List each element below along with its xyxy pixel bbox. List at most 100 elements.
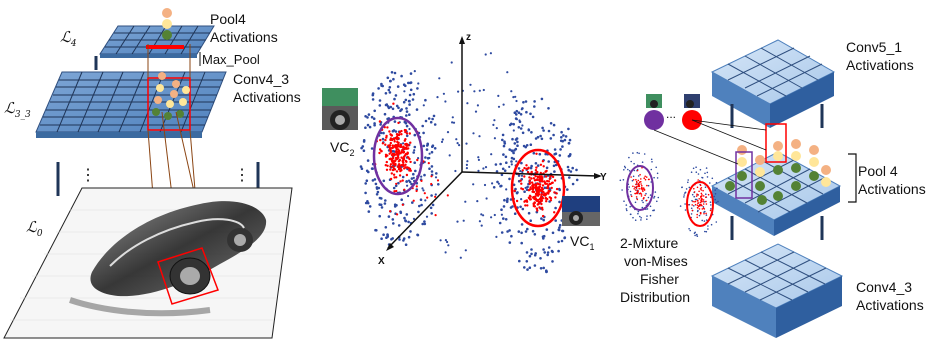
scatter-point [531, 229, 535, 233]
scatter-point [533, 100, 536, 103]
scatter-point [643, 196, 645, 199]
scatter-point [646, 218, 648, 220]
scatter-point [454, 169, 457, 173]
scatter-point [653, 209, 655, 211]
scatter-point [527, 196, 531, 199]
scatter-point [495, 235, 498, 238]
scatter-point [385, 134, 388, 138]
scatter-point [705, 200, 707, 203]
scatter-point [561, 145, 564, 148]
scatter-point [541, 184, 545, 187]
scatter-point [480, 224, 483, 227]
scatter-point [388, 145, 391, 149]
scatter-point [428, 156, 431, 160]
scatter-point [404, 163, 407, 166]
scatter-point [464, 249, 467, 252]
scatter-point [428, 167, 431, 170]
scatter-point [693, 195, 695, 198]
scatter-point [518, 259, 521, 263]
scatter-point [423, 220, 426, 223]
scatter-point [517, 230, 521, 233]
scatter-point [477, 169, 480, 172]
conv4-3-label-1: Conv4_3 [233, 71, 289, 87]
scatter-point [508, 229, 511, 232]
scatter-point [492, 123, 495, 126]
scatter-point [384, 103, 388, 107]
scatter-point [696, 233, 698, 236]
scatter-point [375, 229, 378, 232]
scatter-point [631, 179, 634, 182]
scatter-point [529, 166, 533, 170]
scatter-point [450, 61, 453, 64]
scatter-point [533, 105, 536, 108]
scatter-point [545, 175, 548, 178]
scatter-point [404, 84, 407, 88]
scatter-point [426, 196, 429, 199]
scatter-point [529, 186, 532, 189]
scatter-point [383, 112, 387, 116]
left-panel: ℒ4 Pool4 Activations Max_Pool [3, 8, 301, 339]
scatter-point [503, 198, 506, 202]
scatter-point [392, 102, 395, 105]
scatter-point [532, 202, 535, 205]
scatter-point [707, 228, 709, 230]
scatter-point [420, 203, 423, 207]
scatter-point [396, 156, 400, 159]
scatter-point [422, 104, 425, 107]
scatter-point [360, 167, 364, 170]
scatter-point [372, 117, 376, 120]
scatter-point [384, 199, 387, 202]
scatter-point [405, 110, 409, 113]
mixture-label-4: Distribution [620, 289, 690, 305]
scatter-point [444, 239, 447, 242]
scatter-point [364, 191, 367, 195]
scatter-point [401, 159, 404, 162]
scatter-point [538, 175, 541, 178]
scatter-point [684, 192, 686, 194]
scatter-point [636, 169, 639, 172]
scatter-point [534, 169, 538, 172]
scatter-point [386, 126, 389, 129]
scatter-point [557, 249, 560, 253]
scatter-point [389, 168, 392, 171]
scatter-point [630, 194, 632, 196]
scatter-point [420, 179, 423, 182]
scatter-point [383, 202, 387, 205]
scatter-point [632, 185, 634, 188]
mixture-label-3: Fisher [640, 271, 679, 287]
scatter-point [542, 266, 545, 270]
scatter-point [691, 209, 694, 212]
scatter-point [418, 204, 421, 208]
scatter-point [392, 77, 395, 81]
scatter-point [697, 179, 699, 181]
scatter-point [534, 187, 538, 190]
scatter-point [690, 171, 693, 173]
scatter-point [527, 167, 530, 170]
scatter-point [399, 211, 403, 215]
scatter-point [649, 214, 652, 217]
scatter-point [492, 186, 496, 189]
scatter-point [497, 182, 500, 185]
scatter-point [647, 196, 650, 199]
scatter-point [717, 200, 719, 203]
scatter-point [696, 216, 698, 219]
scatter-point [397, 163, 401, 166]
scatter-point [640, 219, 642, 221]
scatter-point [490, 153, 493, 156]
scatter-point [535, 178, 538, 181]
scatter-point [688, 203, 691, 206]
scatter-point [546, 179, 549, 183]
scatter-point [412, 172, 415, 176]
scatter-point [392, 146, 395, 149]
scatter-point [521, 188, 525, 191]
scatter-point [384, 143, 387, 146]
scatter-point [498, 221, 502, 225]
conv4-3-right-label-1: Conv4_3 [856, 279, 912, 295]
scatter-point [552, 164, 556, 168]
scatter-point [549, 137, 553, 140]
scatter-point [370, 147, 374, 150]
scatter-point [391, 107, 395, 111]
scatter-point [493, 213, 496, 217]
scatter-point [503, 169, 507, 172]
